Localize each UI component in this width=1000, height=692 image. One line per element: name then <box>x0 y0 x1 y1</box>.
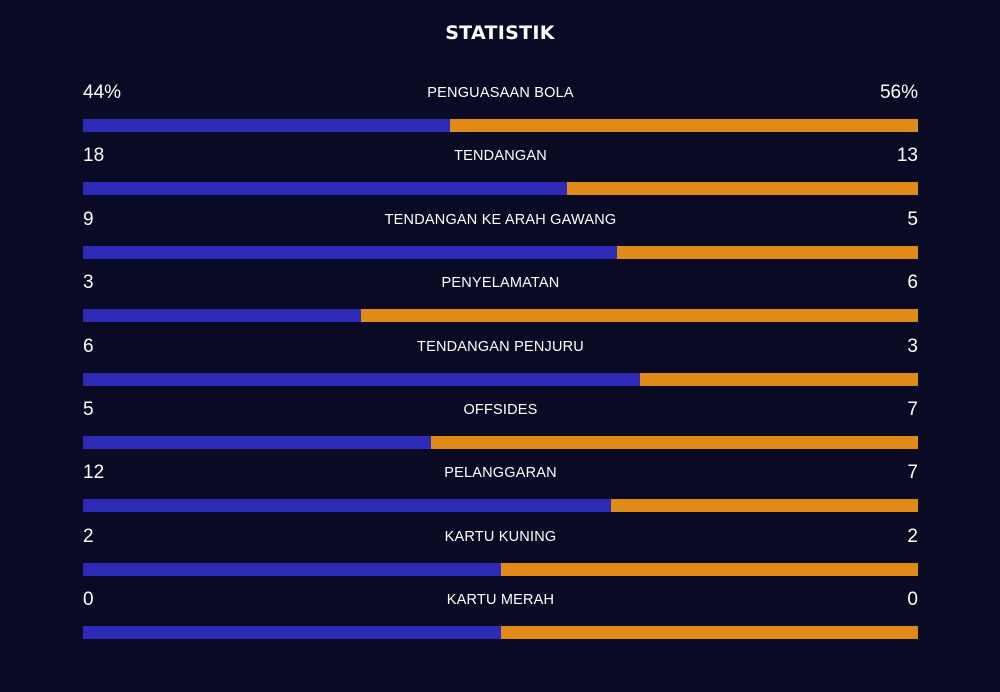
away-value: 2 <box>907 525 918 547</box>
comparison-bar <box>83 372 918 386</box>
comparison-bar <box>83 182 918 196</box>
away-value: 5 <box>907 208 918 230</box>
home-value: 12 <box>83 462 105 484</box>
home-bar-segment <box>83 499 611 513</box>
home-bar-segment <box>83 182 568 196</box>
stat-label: PENGUASAAN BOLA <box>427 85 574 101</box>
stat-row-fouls: 12 PELANGGARAN 7 <box>83 458 918 521</box>
stat-row-red-cards: 0 KARTU MERAH 0 <box>83 585 918 648</box>
away-bar-segment <box>500 562 918 576</box>
stat-row-yellow-cards: 2 KARTU KUNING 2 <box>83 522 918 585</box>
home-bar-segment <box>83 372 640 386</box>
away-value: 7 <box>907 398 918 420</box>
home-bar-segment <box>83 562 501 576</box>
home-value: 6 <box>83 335 94 357</box>
away-bar-segment <box>610 499 918 513</box>
stat-row-possession: 44% PENGUASAAN BOLA 56% <box>83 78 918 141</box>
away-value: 3 <box>907 335 918 357</box>
stats-list: 44% PENGUASAAN BOLA 56% 18 TENDANGAN 13 … <box>83 78 918 649</box>
away-bar-segment <box>450 119 918 132</box>
home-bar-segment <box>83 309 362 323</box>
home-value: 44% <box>83 82 122 103</box>
stat-label: TENDANGAN PENJURU <box>417 338 584 355</box>
home-value: 18 <box>83 145 105 167</box>
away-value: 0 <box>907 589 918 611</box>
comparison-bar <box>83 245 918 259</box>
stat-row-saves: 3 PENYELAMATAN 6 <box>83 268 918 331</box>
stat-label: TENDANGAN <box>454 148 547 165</box>
stats-title: STATISTIK <box>445 22 555 44</box>
away-bar-segment <box>361 309 918 323</box>
comparison-bar <box>83 562 918 576</box>
away-value: 7 <box>907 462 918 484</box>
stat-label: KARTU MERAH <box>446 592 555 609</box>
home-bar-segment <box>83 626 501 640</box>
stat-label: KARTU KUNING <box>444 528 557 545</box>
home-value: 0 <box>83 589 94 611</box>
away-bar-segment <box>431 435 918 449</box>
home-value: 3 <box>83 272 94 294</box>
stat-label: PELANGGARAN <box>444 465 557 482</box>
away-value: 13 <box>896 145 918 167</box>
away-bar-segment <box>639 372 918 386</box>
home-bar-segment <box>83 119 451 132</box>
home-value: 2 <box>83 525 94 547</box>
stat-row-shots: 18 TENDANGAN 13 <box>83 141 918 204</box>
home-bar-segment <box>83 245 618 259</box>
comparison-bar <box>83 499 918 513</box>
away-bar-segment <box>617 245 918 259</box>
stat-label: OFFSIDES <box>463 401 538 418</box>
stat-label: PENYELAMATAN <box>441 275 560 292</box>
away-bar-segment <box>567 182 918 196</box>
stat-row-offsides: 5 OFFSIDES 7 <box>83 395 918 458</box>
away-value: 56% <box>879 82 918 103</box>
away-value: 6 <box>907 272 918 294</box>
comparison-bar <box>83 626 918 640</box>
home-bar-segment <box>83 435 432 449</box>
comparison-bar <box>83 435 918 449</box>
away-bar-segment <box>500 626 918 640</box>
stat-label: TENDANGAN KE ARAH GAWANG <box>384 211 617 228</box>
stat-row-corners: 6 TENDANGAN PENJURU 3 <box>83 332 918 395</box>
home-value: 9 <box>83 208 94 230</box>
stat-row-shots-on-target: 9 TENDANGAN KE ARAH GAWANG 5 <box>83 205 918 268</box>
comparison-bar <box>83 119 918 132</box>
home-value: 5 <box>83 398 94 420</box>
comparison-bar <box>83 309 918 323</box>
